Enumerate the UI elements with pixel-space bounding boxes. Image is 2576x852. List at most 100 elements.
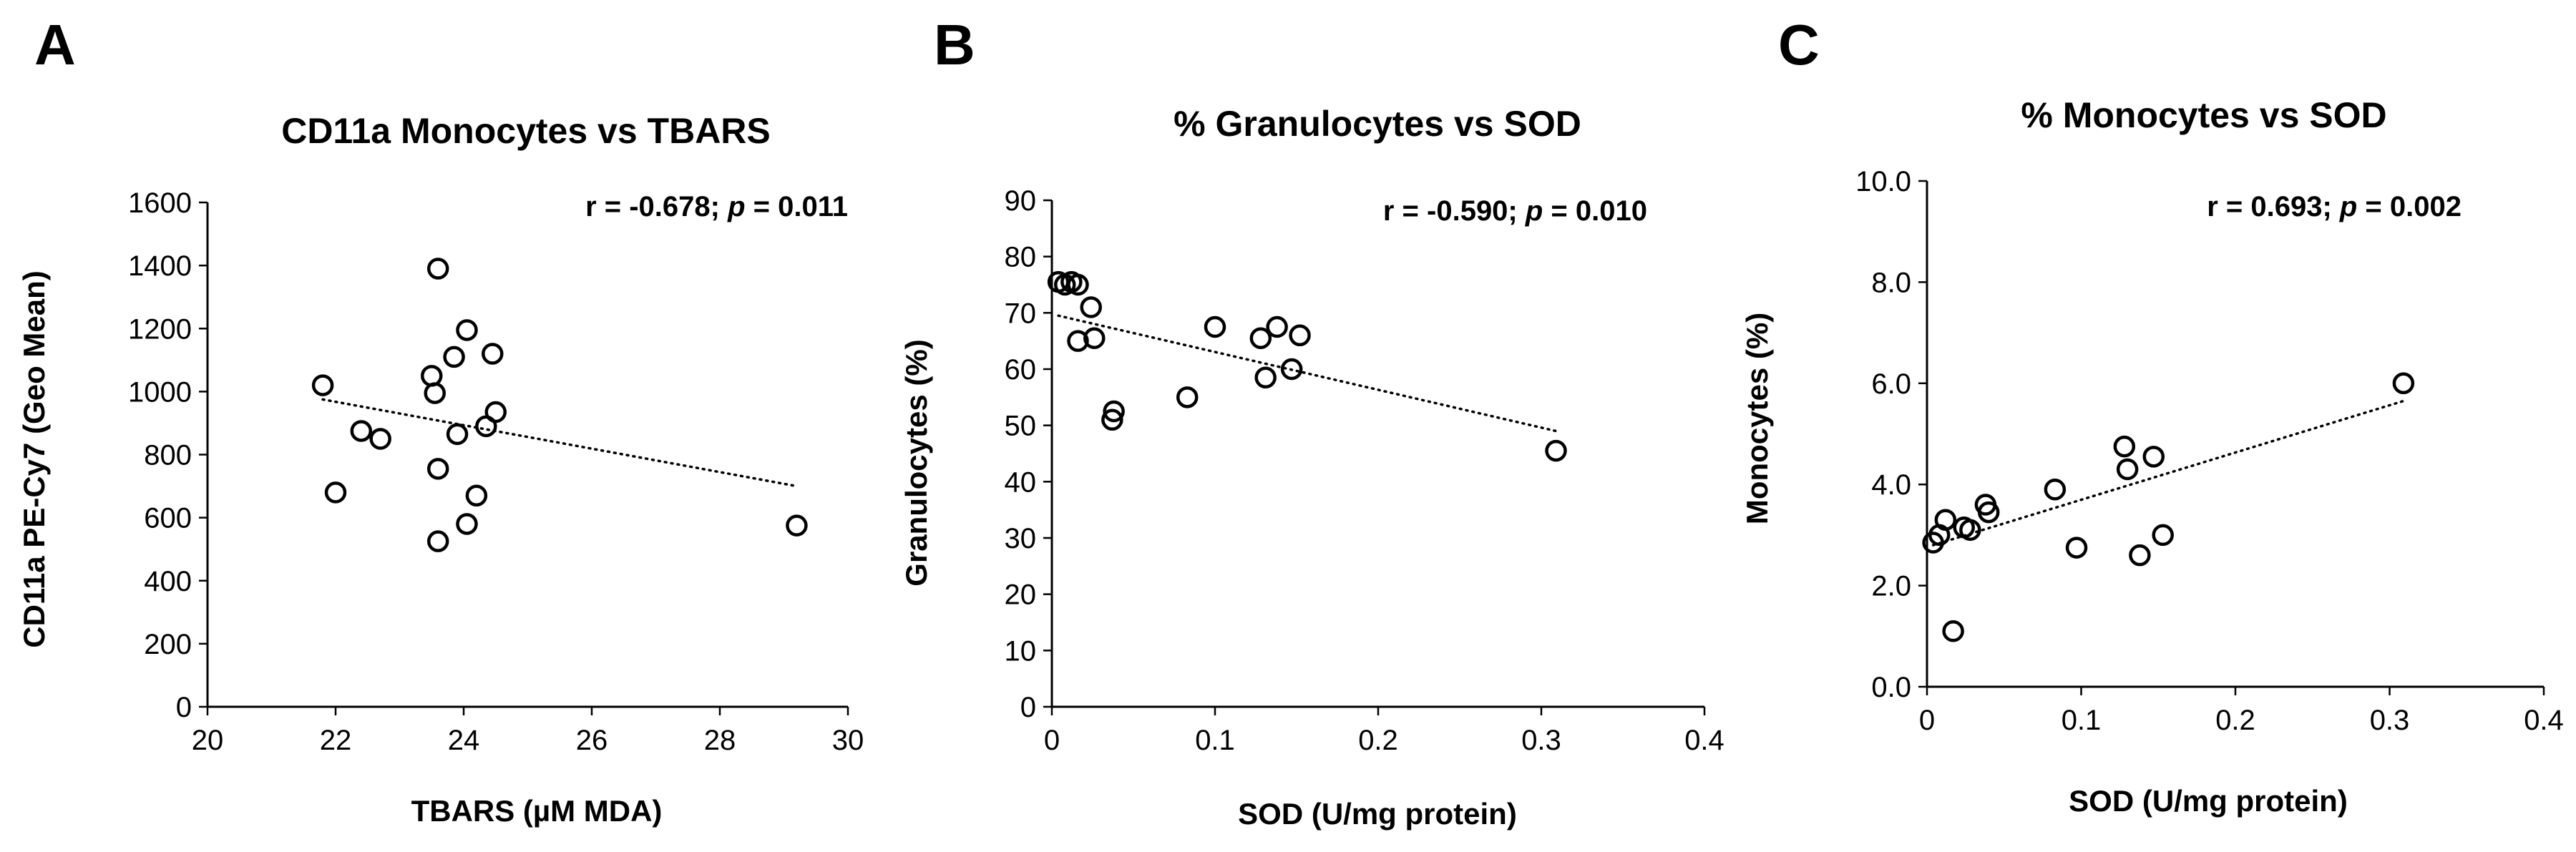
- y-tick-label: 20: [1005, 579, 1037, 611]
- x-tick-label: 28: [704, 725, 736, 756]
- trend-line: [1931, 399, 2405, 547]
- panel-letter: C: [1778, 13, 1820, 77]
- y-axis-label: CD11a PE-Cy7 (Geo Mean): [17, 270, 51, 648]
- p-value: = 0.011: [746, 191, 848, 222]
- panel-letter: A: [34, 13, 76, 77]
- y-tick-label: 30: [1005, 523, 1037, 554]
- p-value: = 0.002: [2357, 191, 2462, 222]
- correlation-stat: r = -0.590; p = 0.010: [1383, 195, 1647, 227]
- y-tick-label: 0.0: [1871, 672, 1911, 703]
- data-point: [1266, 315, 1288, 338]
- data-point: [350, 420, 373, 442]
- y-tick-label: 2.0: [1871, 571, 1911, 602]
- data-point: [482, 343, 504, 365]
- data-point: [1934, 509, 1957, 531]
- correlation-stat: r = 0.693; p = 0.002: [2207, 191, 2462, 222]
- y-axis-label: Monocytes (%): [1740, 313, 1774, 524]
- x-axis-label: SOD (U/mg protein): [1238, 797, 1517, 831]
- chart-title: CD11a Monocytes vs TBARS: [281, 111, 771, 151]
- y-tick-label: 400: [144, 566, 192, 597]
- x-tick-label: 0.2: [2215, 705, 2255, 736]
- y-tick-label: 90: [1005, 185, 1037, 217]
- y-tick-label: 40: [1005, 466, 1037, 498]
- y-tick-label: 800: [144, 440, 192, 471]
- data-point: [324, 481, 347, 504]
- x-tick-label: 24: [448, 725, 480, 756]
- y-tick-label: 0: [176, 692, 192, 723]
- data-point: [426, 530, 449, 552]
- x-tick-label: 26: [576, 725, 608, 756]
- data-points: [1922, 372, 2415, 642]
- p-label: p: [1525, 195, 1543, 227]
- x-ticks: 0 0.1 0.2 0.3 0.4: [1919, 687, 2564, 736]
- data-point: [1176, 386, 1199, 408]
- y-tick-label: 1400: [128, 250, 192, 282]
- data-point: [484, 401, 507, 423]
- chart-title: % Granulocytes vs SOD: [1174, 104, 1581, 144]
- data-point: [2113, 435, 2136, 458]
- y-axis-label: Granulocytes (%): [899, 339, 933, 586]
- y-tick-label: 0: [1020, 692, 1036, 723]
- x-tick-label: 0.1: [1195, 725, 1235, 756]
- data-point: [1249, 327, 1272, 349]
- panel-c: C % Monocytes vs SOD SOD (U/mg protein) …: [1740, 13, 2564, 818]
- data-point: [1959, 519, 1981, 542]
- y-tick-label: 8.0: [1871, 267, 1911, 298]
- x-ticks: 20 22 24 26 28 30: [192, 707, 864, 756]
- y-tick-label: 10.0: [1855, 166, 1911, 197]
- data-point: [786, 514, 808, 537]
- data-point: [1080, 296, 1102, 318]
- data-points: [1047, 270, 1567, 462]
- x-tick-label: 0: [1919, 705, 1935, 736]
- data-point: [2129, 544, 2151, 567]
- y-tick-label: 50: [1005, 411, 1037, 442]
- data-point: [456, 319, 478, 341]
- x-tick-label: 0.1: [2062, 705, 2102, 736]
- y-tick-label: 6.0: [1871, 368, 1911, 400]
- data-point: [369, 428, 391, 450]
- data-point: [1101, 408, 1123, 431]
- x-tick-label: 0.4: [1684, 725, 1724, 756]
- panel-letter: B: [934, 13, 975, 77]
- data-point: [1545, 439, 1567, 462]
- x-axis-label: TBARS (µM MDA): [411, 794, 663, 828]
- x-tick-label: 0: [1044, 725, 1060, 756]
- trend-line: [321, 398, 799, 488]
- x-tick-label: 0.3: [1521, 725, 1561, 756]
- data-points: [311, 258, 808, 552]
- r-value: r = -0.590;: [1383, 195, 1526, 227]
- x-tick-label: 0.4: [2524, 705, 2564, 736]
- y-tick-label: 10: [1005, 635, 1037, 667]
- panel-a: A CD11a Monocytes vs TBARS TBARS (µM MDA…: [17, 13, 864, 828]
- data-point: [1083, 327, 1106, 349]
- chart-title: % Monocytes vs SOD: [2021, 95, 2386, 135]
- data-point: [421, 365, 443, 387]
- data-point: [1103, 400, 1125, 423]
- y-tick-label: 60: [1005, 354, 1037, 386]
- y-tick-label: 600: [144, 503, 192, 534]
- data-point: [424, 382, 446, 404]
- p-value: = 0.010: [1543, 195, 1647, 227]
- x-tick-label: 0.3: [2370, 705, 2410, 736]
- data-point: [1280, 358, 1303, 381]
- data-point: [1067, 273, 1089, 296]
- y-ticks: 0 10 20 30 40 50 60 70 80 90: [1005, 185, 1052, 723]
- data-point: [1067, 330, 1089, 352]
- correlation-stat: r = -0.678; p = 0.011: [585, 191, 848, 222]
- trend-line: [1057, 314, 1558, 433]
- data-point: [456, 513, 478, 535]
- y-ticks: 0.0 2.0 4.0 6.0 8.0 10.0: [1855, 166, 1927, 703]
- r-value: r = 0.693;: [2207, 191, 2340, 222]
- data-point: [465, 484, 488, 507]
- r-value: r = -0.678;: [585, 191, 728, 222]
- data-point: [2116, 458, 2139, 481]
- y-ticks: 0 200 400 600 800 1000 1200 1400 1600: [128, 187, 208, 723]
- data-point: [426, 258, 449, 280]
- y-tick-label: 1600: [128, 187, 192, 219]
- data-point: [2392, 372, 2415, 395]
- y-tick-label: 1000: [128, 376, 192, 408]
- data-point: [1942, 620, 1964, 642]
- data-point: [2065, 537, 2088, 559]
- x-tick-label: 0.2: [1358, 725, 1398, 756]
